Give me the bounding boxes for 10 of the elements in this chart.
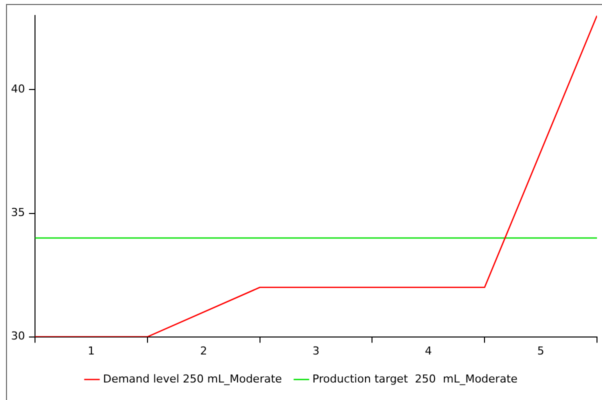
legend-label: Demand level 250 mL_Moderate — [102, 372, 282, 386]
x-tick-label: 4 — [424, 344, 432, 358]
legend-label: Production target 250 mL_Moderate — [312, 372, 518, 386]
y-tick-label: 35 — [10, 206, 25, 220]
x-tick-label: 3 — [312, 344, 320, 358]
x-tick-label: 1 — [88, 344, 95, 358]
y-tick-label: 40 — [10, 82, 25, 96]
y-tick-label: 30 — [10, 330, 25, 343]
x-tick-label: 5 — [537, 344, 544, 358]
x-tick-label: 2 — [200, 344, 208, 358]
